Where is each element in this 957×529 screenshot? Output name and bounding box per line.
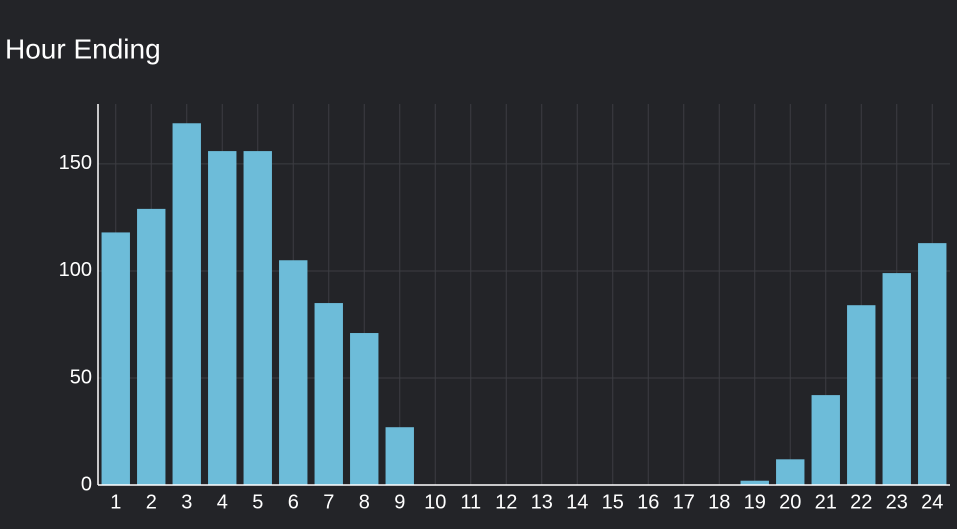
chart-title: Hour Ending <box>5 33 161 64</box>
x-tick-label: 9 <box>394 491 405 513</box>
bar <box>137 208 166 485</box>
bar <box>776 459 805 485</box>
y-tick-label: 50 <box>70 366 92 388</box>
bar <box>740 480 769 485</box>
bar <box>385 427 414 485</box>
y-tick-label: 100 <box>59 259 92 281</box>
x-tick-label: 7 <box>323 491 334 513</box>
bar <box>811 395 840 485</box>
x-tick-label: 23 <box>886 491 908 513</box>
bar <box>314 303 343 485</box>
bar <box>279 260 308 485</box>
bar <box>172 123 201 486</box>
y-tick-label: 0 <box>81 473 92 495</box>
x-tick-label: 6 <box>288 491 299 513</box>
x-tick-label: 1 <box>110 491 121 513</box>
x-tick-label: 2 <box>146 491 157 513</box>
x-tick-label: 16 <box>637 491 659 513</box>
bar <box>847 305 876 485</box>
x-tick-label: 19 <box>744 491 766 513</box>
x-tick-label: 17 <box>673 491 695 513</box>
x-tick-label: 24 <box>921 491 943 513</box>
x-tick-label: 12 <box>495 491 517 513</box>
bar <box>918 243 947 485</box>
x-tick-label: 20 <box>779 491 801 513</box>
x-tick-label: 5 <box>252 491 263 513</box>
x-tick-label: 4 <box>217 491 228 513</box>
x-tick-label: 13 <box>531 491 553 513</box>
x-tick-label: 10 <box>424 491 446 513</box>
bar <box>882 273 911 485</box>
x-tick-label: 15 <box>602 491 624 513</box>
x-tick-label: 18 <box>708 491 730 513</box>
x-tick-label: 3 <box>181 491 192 513</box>
bar <box>350 333 379 485</box>
x-tick-label: 21 <box>815 491 837 513</box>
x-tick-label: 11 <box>460 491 481 513</box>
x-tick-label: 8 <box>359 491 370 513</box>
x-tick-label: 14 <box>566 491 588 513</box>
bar <box>101 232 130 485</box>
x-tick-label: 22 <box>850 491 872 513</box>
bar <box>243 151 272 485</box>
y-tick-label: 150 <box>59 152 92 174</box>
bar <box>208 151 237 485</box>
